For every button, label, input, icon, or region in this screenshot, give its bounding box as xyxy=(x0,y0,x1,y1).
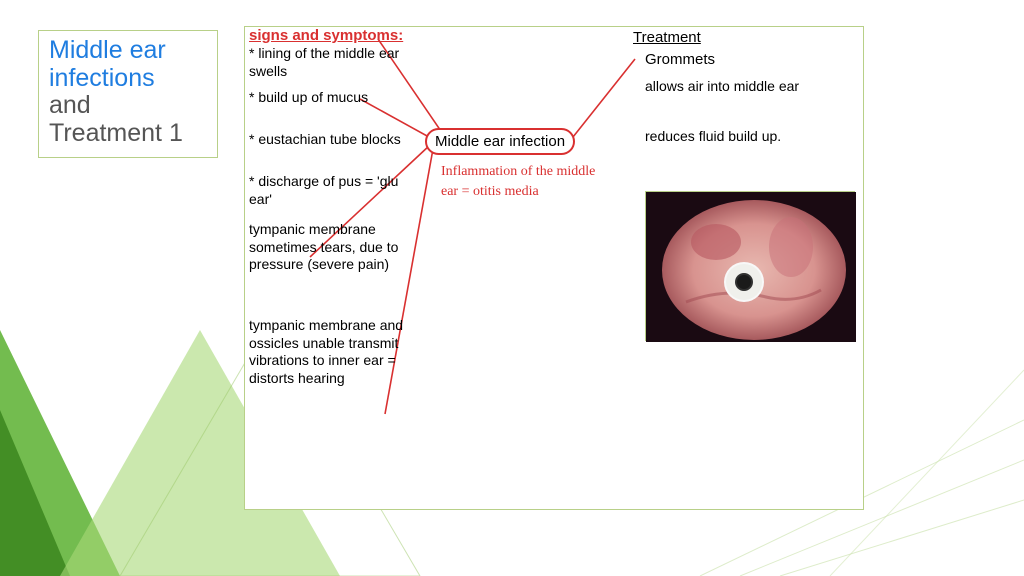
slide-title-box: Middle ear infections and Treatment 1 xyxy=(38,30,218,158)
treatment-detail: allows air into middle ear xyxy=(645,77,805,95)
center-concept-label: Middle ear infection xyxy=(435,133,565,150)
symptom-item: * eustachian tube blocks xyxy=(249,131,404,149)
title-line-2: and Treatment 1 xyxy=(49,92,207,147)
center-concept-box: Middle ear infection xyxy=(425,128,575,155)
symptom-item: tympanic membrane and ossicles unable tr… xyxy=(249,317,404,387)
symptom-item: * lining of the middle ear swells xyxy=(249,45,404,80)
definition-text: Inflammation of the middle ear = otitis … xyxy=(441,162,601,201)
treatment-detail: reduces fluid build up. xyxy=(645,127,805,145)
symptom-item: tympanic membrane sometimes tears, due t… xyxy=(249,221,404,274)
grommet-ear-image xyxy=(645,191,855,341)
signs-symptoms-header: signs and symptoms: xyxy=(249,27,403,44)
symptom-item: * build up of mucus xyxy=(249,89,404,107)
treatment-header: Treatment xyxy=(633,29,701,46)
symptom-item: * discharge of pus = 'glu ear' xyxy=(249,173,404,208)
treatment-subheading: Grommets xyxy=(645,51,715,68)
title-line-1: Middle ear infections xyxy=(49,37,207,92)
concept-map-panel: signs and symptoms: * lining of the midd… xyxy=(244,26,864,510)
